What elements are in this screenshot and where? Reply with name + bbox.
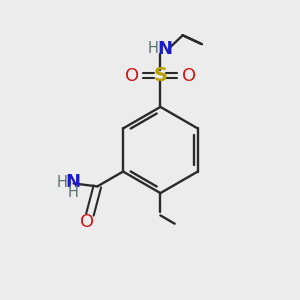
Text: O: O [80,213,94,231]
Text: S: S [153,66,167,85]
Text: N: N [65,173,80,191]
Text: H: H [147,41,158,56]
Text: H: H [57,175,68,190]
Text: N: N [158,40,172,58]
Text: O: O [182,67,196,85]
Text: O: O [125,67,139,85]
Text: H: H [68,185,78,200]
